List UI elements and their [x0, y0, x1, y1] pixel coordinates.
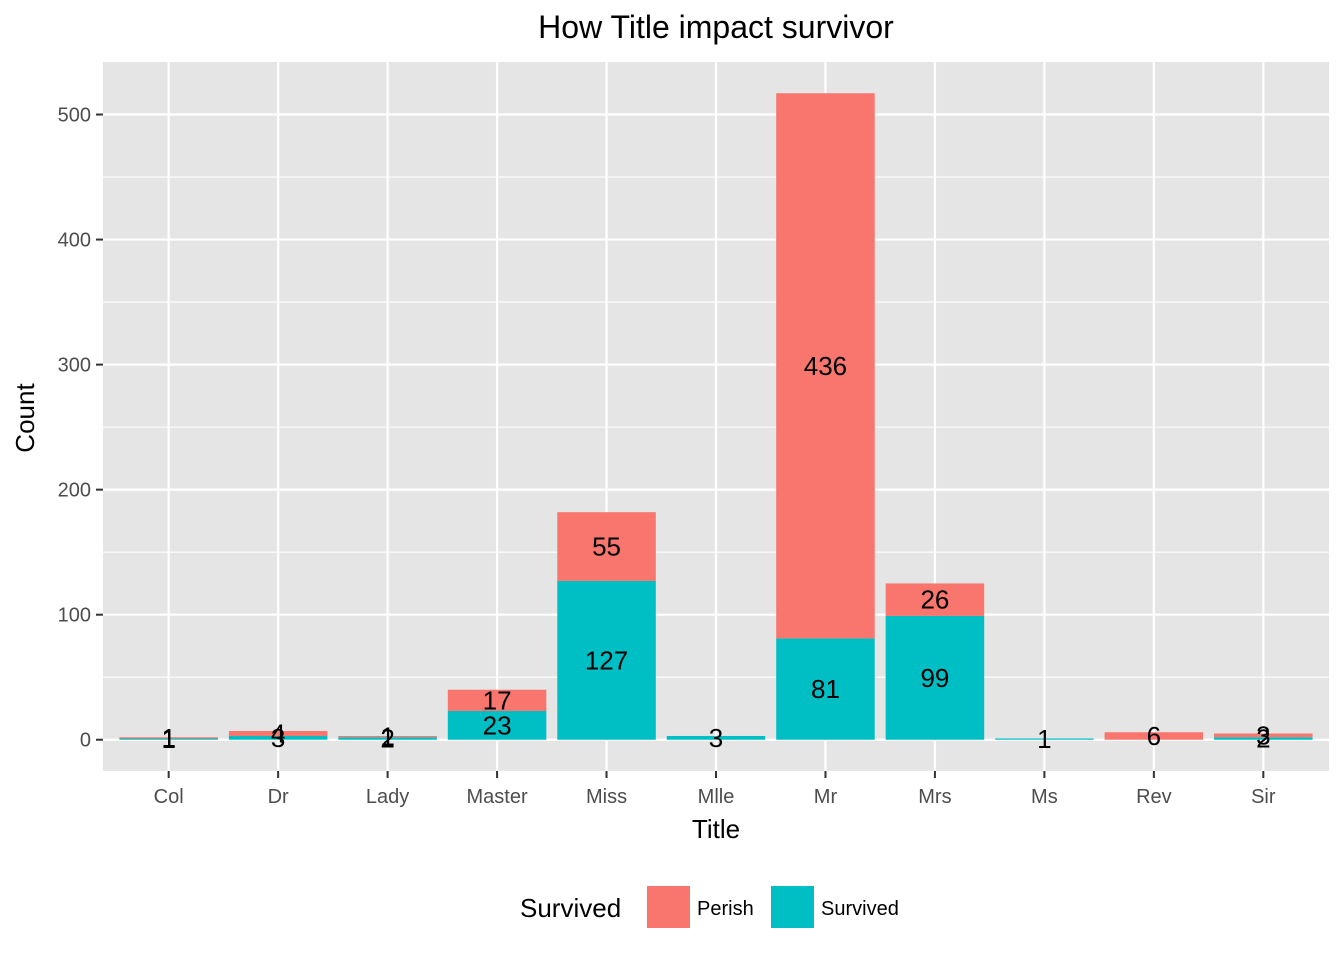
label-survived-col: 1 — [161, 724, 175, 754]
y-axis: 0 100 200 300 400 500 — [58, 105, 103, 752]
x-axis-title: Title — [692, 814, 740, 844]
gridlines — [103, 62, 1329, 771]
label-perish-dr: 4 — [271, 718, 285, 748]
bar-survived-miss — [557, 580, 656, 740]
label-perish-mr: 436 — [804, 351, 847, 381]
x-tick-label: Dr — [268, 786, 289, 808]
y-axis-title: Count — [10, 383, 40, 453]
label-survived-mr: 81 — [811, 674, 840, 704]
label-perish-miss: 55 — [592, 532, 621, 562]
bar-survived-sir — [1214, 737, 1313, 740]
label-perish-lady: 1 — [380, 722, 394, 752]
chart-title: How Title impact survivor — [538, 9, 894, 45]
bar-survived-mlle — [666, 735, 766, 740]
bars — [119, 93, 1313, 740]
y-tick-label: 300 — [58, 355, 91, 377]
bar-perish-dr — [228, 730, 328, 736]
legend-label-perish: Perish — [697, 898, 754, 920]
label-survived-lady: 2 — [380, 723, 394, 753]
bar-survived-dr — [228, 735, 328, 740]
legend-label-survived: Survived — [821, 898, 899, 920]
label-perish-master: 17 — [483, 685, 512, 715]
bar-survived-lady — [338, 737, 437, 740]
bar-perish-lady — [338, 735, 437, 738]
bar-perish-sir — [1214, 733, 1313, 738]
bar-perish-rev — [1104, 732, 1204, 740]
label-survived-mlle: 3 — [709, 723, 723, 753]
x-tick-label: Col — [154, 786, 184, 808]
x-axis: Col Dr Lady Master Miss Mlle Mr Mrs Ms Rev Sir — [154, 771, 1276, 808]
x-tick-label: Sir — [1251, 786, 1276, 808]
label-survived-miss: 127 — [585, 645, 628, 675]
legend: Survived Perish Survived — [520, 886, 899, 928]
bar-survived-master — [447, 710, 547, 740]
legend-key-survived — [771, 886, 814, 928]
x-tick-label: Mrs — [918, 786, 951, 808]
legend-title: Survived — [520, 893, 621, 923]
x-tick-label: Master — [467, 786, 528, 808]
bar-survived-mrs — [885, 615, 985, 740]
bar-perish-master — [447, 689, 547, 711]
bar-perish-col — [119, 737, 218, 739]
y-tick-label: 400 — [58, 230, 91, 252]
label-perish-mrs: 26 — [920, 585, 949, 615]
legend-key-perish — [647, 886, 690, 928]
bar-survived-col — [119, 738, 218, 740]
x-tick-label: Rev — [1136, 786, 1172, 808]
y-tick-label: 500 — [58, 105, 91, 127]
x-tick-label: Lady — [366, 786, 409, 808]
bar-survived-ms — [995, 738, 1094, 740]
label-perish-rev: 6 — [1147, 721, 1161, 751]
y-tick-label: 100 — [58, 605, 91, 627]
label-survived-dr: 3 — [271, 723, 285, 753]
x-tick-label: Mr — [814, 786, 838, 808]
label-perish-sir: 3 — [1256, 720, 1270, 750]
x-tick-label: Miss — [586, 786, 627, 808]
bar-survived-mr — [776, 638, 875, 740]
bar-perish-mrs — [885, 583, 985, 616]
label-perish-col: 1 — [161, 723, 175, 753]
label-survived-ms: 1 — [1037, 724, 1051, 754]
bar-perish-miss — [557, 512, 656, 581]
label-survived-master: 23 — [483, 710, 512, 740]
label-survived-mrs: 99 — [920, 663, 949, 693]
x-tick-label: Ms — [1031, 786, 1058, 808]
label-survived-sir: 2 — [1256, 723, 1270, 753]
y-tick-label: 0 — [80, 730, 91, 752]
bar-perish-mr — [776, 93, 875, 639]
y-tick-label: 200 — [58, 480, 91, 502]
x-tick-label: Mlle — [698, 786, 735, 808]
